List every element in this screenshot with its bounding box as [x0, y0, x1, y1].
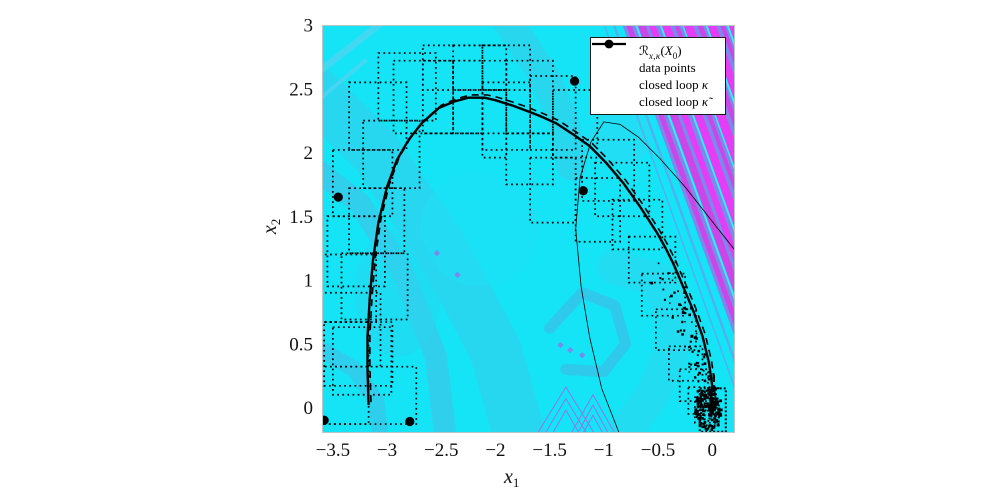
legend-item-2: closed loop κ [592, 42, 719, 93]
reachable-box [331, 149, 394, 218]
y-tick-label: 0.5 [289, 334, 313, 355]
legend: ℛx,κ(X0) data points closed loop κ closed l… [590, 37, 726, 115]
x-tick-label: −2.5 [424, 440, 458, 461]
y-tick-label: 0 [304, 398, 314, 419]
legend-item-3: closed loop κ̃ [592, 43, 719, 110]
data-point [707, 402, 717, 413]
reachable-box [640, 272, 686, 317]
reachable-box [552, 89, 599, 159]
legend-label: closed loop κ̃ [639, 94, 709, 109]
y-tick-label: 3 [304, 16, 314, 37]
thin-contour-line [575, 121, 735, 433]
reachable-box [574, 177, 621, 243]
reachable-box [452, 44, 508, 91]
data-point [569, 76, 580, 86]
reachable-box [611, 198, 664, 251]
plot-frame [322, 25, 735, 433]
x-tick-label: −3 [377, 440, 397, 461]
reachable-box [594, 161, 651, 218]
reachable-box [529, 75, 577, 151]
plot-area: −3.5 −3 −2.5 −2 −1.5 −1 −0.5 0 0 0.5 1 1.5 2 2.5 3 x1 x2 [259, 16, 735, 490]
reachable-box [377, 52, 437, 122]
x-axis-label: x1 [503, 466, 519, 490]
x-tick-label: −1 [594, 440, 614, 461]
closed-loop-solid-curve [366, 96, 714, 407]
x-tick-label: −2 [485, 440, 505, 461]
data-point [578, 186, 588, 196]
axis-ticks: −3.5 −3 −2.5 −2 −1.5 −1 −0.5 0 0 0.5 1 1.5 2 2.5 3 [289, 16, 717, 462]
reachable-box [581, 138, 636, 202]
reachable-box [322, 291, 382, 368]
reachable-box [326, 215, 386, 288]
reachable-box [505, 132, 554, 186]
legend-label: data points [639, 60, 696, 75]
y-tick-label: 2.5 [289, 79, 313, 100]
reachable-box [505, 59, 554, 135]
legend-item-1: data points [598, 39, 719, 76]
reachable-box [421, 44, 484, 91]
legend-label: ℛx,κ(X0) [639, 43, 682, 61]
data-point [333, 192, 343, 202]
legend-label: closed loop κ [639, 77, 709, 92]
y-tick-label: 1 [304, 271, 314, 292]
closed-loop-dashed-curve [369, 94, 716, 404]
data-point [405, 416, 415, 427]
data-points [322, 76, 717, 427]
y-tick-label: 2 [304, 143, 314, 164]
reachable-box [452, 59, 508, 135]
reachable-box [348, 81, 408, 151]
x-tick-label: 0 [707, 440, 717, 461]
reachable-box [331, 326, 393, 396]
x-tick-label: −0.5 [641, 440, 675, 461]
data-point [322, 415, 329, 425]
y-axis-label: x2 [259, 219, 283, 235]
reachable-box [668, 345, 704, 382]
x-tick-label: −3.5 [316, 440, 350, 461]
y-tick-label: 1.5 [289, 207, 313, 228]
x-tick-label: −1.5 [532, 440, 566, 461]
